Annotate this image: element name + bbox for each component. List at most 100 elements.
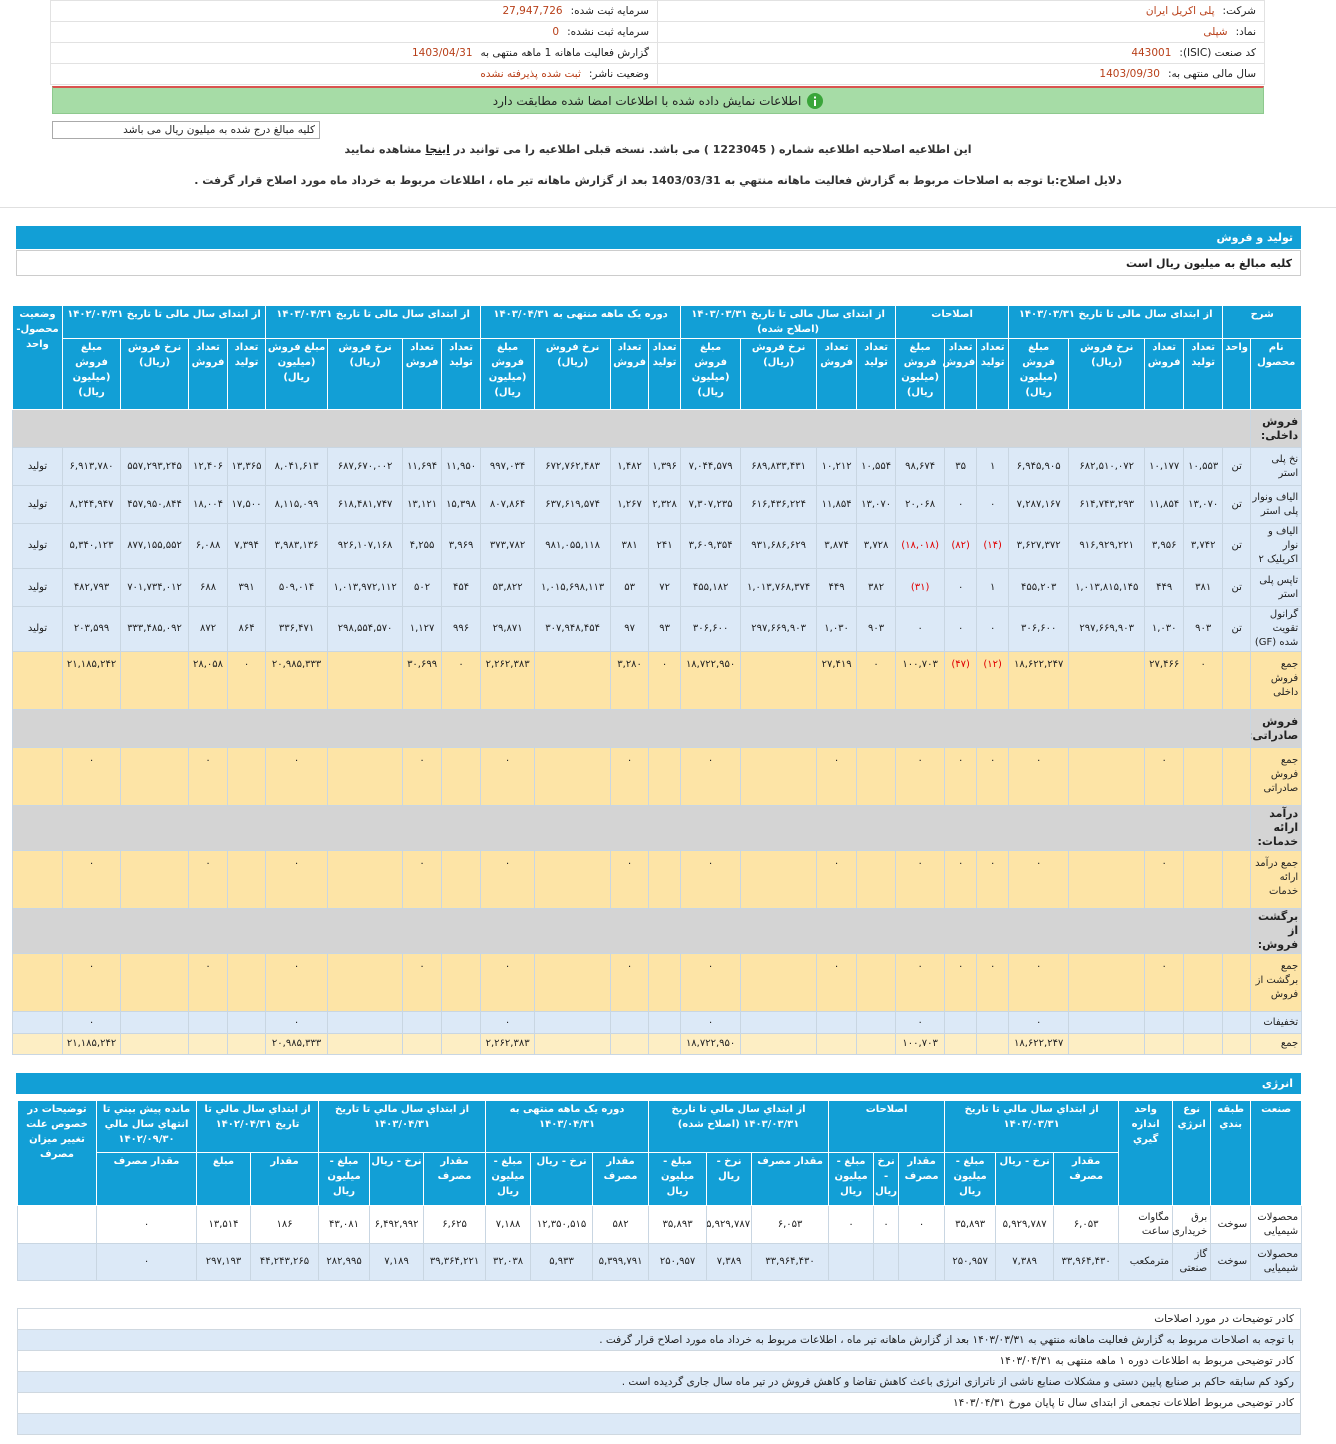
cell: ۰ xyxy=(944,606,978,652)
cell: ۸,۱۱۵,۰۹۹ xyxy=(265,485,329,524)
cell: ۱۰,۲۱۲ xyxy=(816,447,858,486)
cell: ۳۳,۹۶۴,۴۳۰ xyxy=(1053,1243,1120,1281)
cell xyxy=(816,1033,858,1055)
cell: ۲۷,۴۶۶ xyxy=(1144,651,1185,710)
cell xyxy=(227,850,267,909)
label: نماد: xyxy=(1235,26,1256,38)
note-row: کادر توضیحی مربوط اطلاعات تجمعی از ابتدا… xyxy=(17,1392,1301,1414)
cell: ۹۷ xyxy=(610,606,650,652)
cell: ۰ xyxy=(1144,850,1185,909)
cell: جمع برگشت از فروش xyxy=(1250,953,1303,1012)
notice-text: اطلاعات نمایش داده شده با اطلاعات امضا ش… xyxy=(492,93,802,108)
note-text: با توجه به اصلاحات مربوط به گزارش فعالیت… xyxy=(17,1329,1301,1351)
cell xyxy=(12,651,63,710)
column-header: نرخ - ریال xyxy=(706,1152,753,1206)
cell: ۲۷,۴۱۹ xyxy=(816,651,858,710)
cell: ۶۳۷,۶۱۹,۵۷۴ xyxy=(534,485,612,524)
cell: ۳,۸۷۴ xyxy=(816,523,858,569)
cell xyxy=(120,1011,190,1034)
cell: ۶,۴۹۲,۹۹۲ xyxy=(369,1205,425,1244)
cell xyxy=(1068,850,1146,909)
total-row: جمع فروش داخلی ۰ ۲۷,۴۶۶ ۱۸,۶۲۲,۲۴۷ (۱۲) (۴۷) ۱… xyxy=(12,651,1303,710)
cell: ۱,۰۱۳,۹۷۲,۱۱۲ xyxy=(327,568,404,607)
column-header: نرخ فروش (ریال) xyxy=(327,338,404,410)
cell: ۰ xyxy=(828,1205,875,1244)
cell: ۰ xyxy=(402,953,443,1012)
cell xyxy=(648,850,682,909)
cell: ۵۵۷,۲۹۳,۲۴۵ xyxy=(120,447,190,486)
total-row: تخفیفات ۰ ۰ ۰ ۰ ۰ ۰ xyxy=(12,1011,1303,1034)
info-cell: وضعیت ناشر: ثبت شده پذیرفته نشده xyxy=(50,63,658,85)
label: گزارش فعالیت ماهانه 1 ماهه منتهی به xyxy=(480,47,649,59)
column-header: مبلغ - میلیون ریال xyxy=(828,1152,875,1206)
cell xyxy=(327,1033,404,1055)
cell: ۷۰۱,۷۳۴,۰۱۲ xyxy=(120,568,190,607)
value: شپلی xyxy=(1203,26,1228,38)
cell: ۰ xyxy=(680,953,742,1012)
info-cell: سرمایه ثبت شده: 27,947,726 xyxy=(50,0,658,22)
cell: ۳۳,۹۶۴,۴۳۰ xyxy=(751,1243,830,1281)
group-header: از ابتداي سال مالي تا تاريخ ۱۴۰۳/۰۳/۳۱ xyxy=(944,1100,1120,1153)
cell: تن xyxy=(1222,568,1252,607)
cell xyxy=(1222,1033,1252,1055)
cell xyxy=(740,1033,818,1055)
cell: فروش صادراتی: xyxy=(1250,709,1303,748)
cell: ۱۸,۶۲۲,۲۴۷ xyxy=(1008,651,1070,710)
cell: ۰ xyxy=(480,953,536,1012)
column-header: مبلغ فروش (میلیون ریال) xyxy=(680,338,742,410)
cell xyxy=(856,1033,897,1055)
group-header: صنعت xyxy=(1250,1100,1303,1206)
cell xyxy=(976,1011,1010,1034)
cell xyxy=(610,1033,650,1055)
cell: ۷,۳۰۷,۲۳۵ xyxy=(680,485,742,524)
cell: تاپس پلی استر xyxy=(1250,568,1303,607)
cell: ۴۵۴ xyxy=(441,568,482,607)
column-header: تعداد تولید xyxy=(976,338,1010,410)
cell: ۰ xyxy=(402,850,443,909)
cell: ۳۸۱ xyxy=(610,523,650,569)
group-header: دوره یک ماهه منتهی به ۱۴۰۳/۰۴/۳۱ xyxy=(485,1100,650,1153)
column-header: مقدار مصرف xyxy=(1053,1152,1120,1206)
cell: ۰ xyxy=(873,1205,900,1244)
cell xyxy=(1183,1033,1224,1055)
section-row: فروش داخلی: xyxy=(11,409,1303,448)
cell xyxy=(1222,850,1252,909)
cell: ۴۴۹ xyxy=(816,568,858,607)
cell xyxy=(402,1011,443,1034)
cell xyxy=(1183,953,1224,1012)
cell xyxy=(11,805,1252,851)
cell xyxy=(740,953,818,1012)
cell: ۱۸,۷۲۲,۹۵۰ xyxy=(680,651,742,710)
cell: ۶۸۸ xyxy=(188,568,229,607)
cell xyxy=(740,651,818,710)
cell: ۳۲,۰۳۸ xyxy=(485,1243,532,1281)
previous-version-link[interactable]: اینجا xyxy=(425,143,450,156)
column-header: تعداد فروش xyxy=(610,338,650,410)
cell: ۲,۳۲۸ xyxy=(648,485,682,524)
cell: ۳۸۱ xyxy=(1183,568,1224,607)
cell: ۱۷,۵۰۰ xyxy=(227,485,267,524)
cell: ۹۹۶ xyxy=(441,606,482,652)
cell: ۳,۶۰۹,۳۵۴ xyxy=(680,523,742,569)
column-header: مبلغ - میلیون ریال xyxy=(944,1152,997,1206)
cell xyxy=(17,1205,97,1244)
cell xyxy=(1068,1033,1146,1055)
cell: ۲۰,۹۸۵,۳۳۳ xyxy=(265,1033,329,1055)
cell xyxy=(188,1033,229,1055)
cell: ۹۲۶,۱۰۷,۱۶۸ xyxy=(327,523,404,569)
cell xyxy=(1144,1011,1185,1034)
cell xyxy=(402,1033,443,1055)
cell xyxy=(12,953,63,1012)
cell: ۰ xyxy=(680,1011,742,1034)
total-row: جمع برگشت از فروش ۰ ۰ ۰ ۰ ۰ ۰ ۰ ۰ ۰ ۰ ۰ ۰ ۰ xyxy=(12,953,1303,1012)
cell xyxy=(120,850,190,909)
cell xyxy=(1183,1011,1224,1034)
info-cell: کد صنعت (ISIC): 443001 xyxy=(657,42,1265,64)
header-row: مقدار مصرف نرخ - ریال مبلغ - میلیون ریال مق… xyxy=(18,1152,1302,1206)
cell: ۱,۰۳۰ xyxy=(1144,606,1185,652)
cell: ۰ xyxy=(96,1205,197,1244)
cell: ۲۰۳,۵۹۹ xyxy=(61,606,122,652)
notes-table: کادر توضیحات در مورد اصلاحات با توجه به ا… xyxy=(17,1308,1301,1435)
cell xyxy=(188,1011,229,1034)
